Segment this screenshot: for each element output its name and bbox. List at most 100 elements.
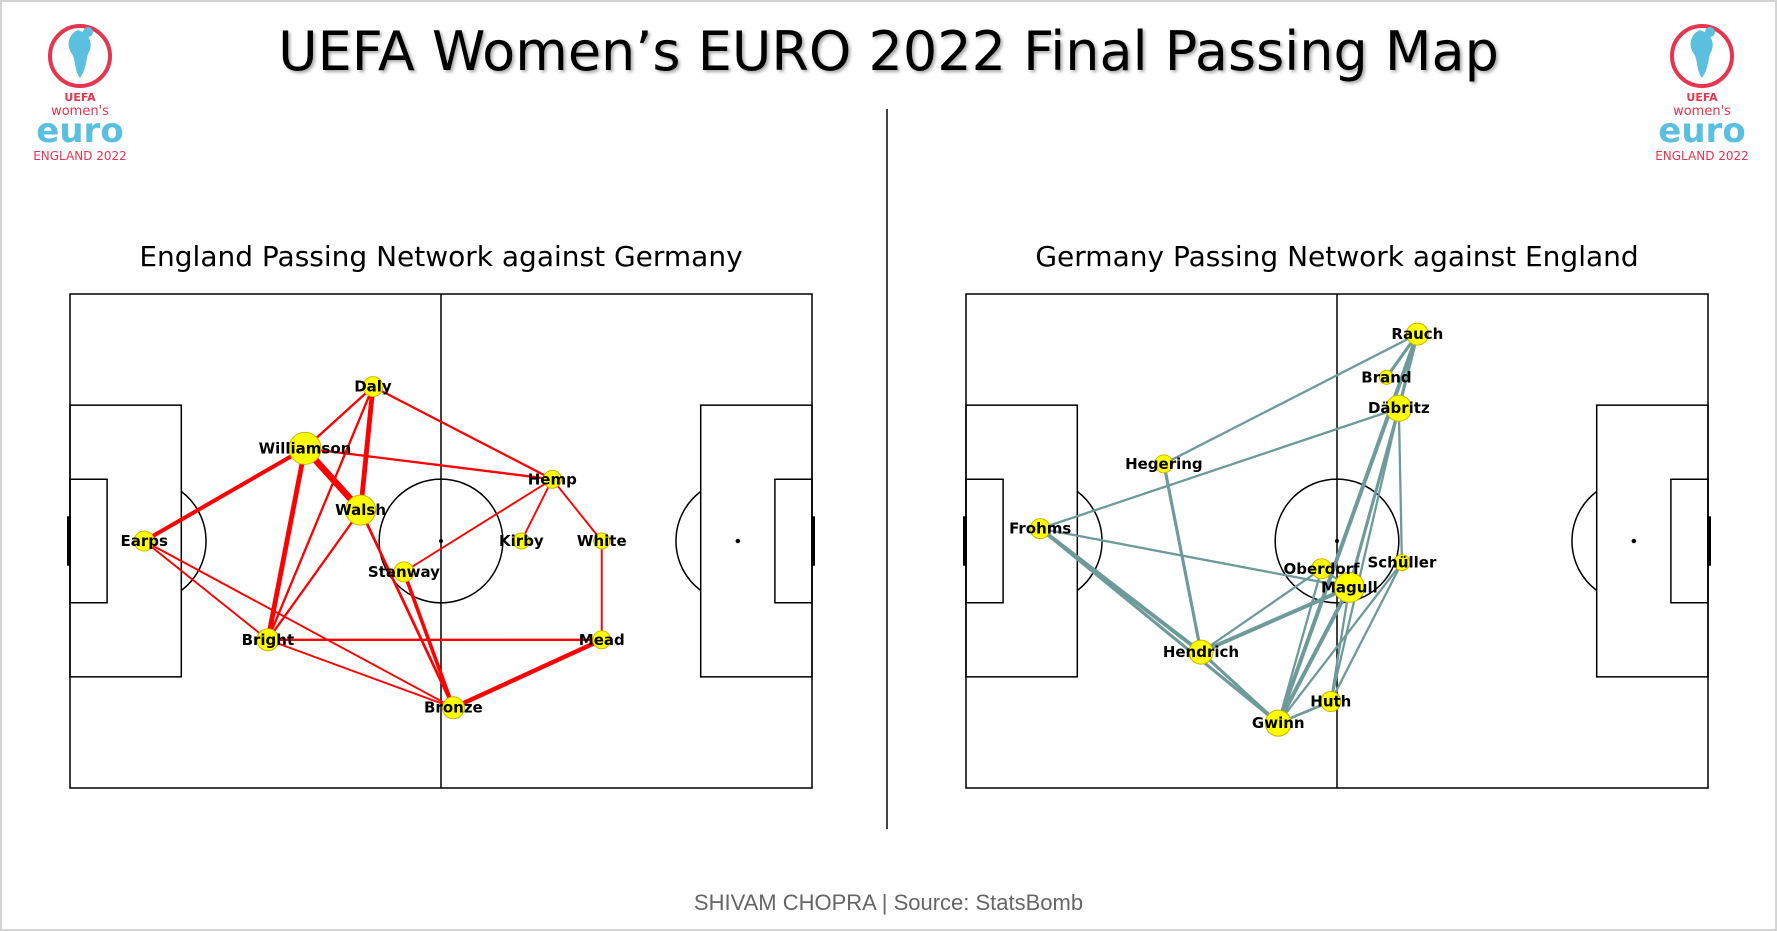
- player-node-hendrich: [1188, 639, 1214, 665]
- germany-network-title: Germany Passing Network against England: [1035, 240, 1639, 273]
- left-six-yard-box: [965, 478, 1004, 604]
- logo-ring-icon: [48, 24, 112, 88]
- player-label-hemp: Hemp: [528, 470, 577, 488]
- euro-2022-logo-left: UEFA women's euro ENGLAND 2022: [20, 16, 140, 166]
- player-node-hemp: [542, 469, 562, 489]
- player-label-earps: Earps: [120, 532, 168, 550]
- player-label-huth: Huth: [1310, 693, 1351, 711]
- page-title: UEFA Women’s EURO 2022 Final Passing Map: [278, 20, 1499, 83]
- player-node-bronze: [441, 696, 465, 720]
- player-label-brand: Brand: [1361, 368, 1411, 386]
- pass-edge-kirby-hemp: [520, 478, 554, 542]
- player-nodes: Earps Williamson Daly Walsh Hemp Stanway Kirby…: [120, 376, 627, 720]
- right-penalty-area: [699, 404, 813, 678]
- pass-edge-earps-bright: [143, 540, 269, 641]
- player-label-rauch: Rauch: [1391, 325, 1443, 343]
- pass-edge-bright-bronze: [266, 638, 455, 709]
- player-node-schüller: [1393, 554, 1411, 572]
- logo-womens-text: women's: [1673, 104, 1731, 119]
- pitch-markings: [963, 293, 1711, 789]
- center-spot: [439, 539, 443, 543]
- player-node-white: [593, 532, 611, 550]
- pass-edge-stanway-hemp: [402, 478, 554, 573]
- player-node-williamson: [288, 431, 322, 465]
- center-circle: [378, 478, 504, 604]
- panel-divider: [886, 109, 888, 829]
- germany-passing-network-chart: Rauch Brand Däbritz Hegering Frohms Oberdorf S…: [963, 293, 1711, 789]
- footer-credit: SHIVAM CHOPRA | Source: StatsBomb: [693, 890, 1084, 915]
- pass-edge-white-hemp: [551, 478, 603, 542]
- pass-edge-hendrich-magull: [1198, 585, 1352, 655]
- player-node-magull: [1333, 571, 1365, 603]
- player-label-kirby: Kirby: [499, 532, 544, 550]
- pass-edge-daly-walsh: [358, 384, 376, 513]
- right-six-yard-box: [774, 478, 813, 604]
- pass-edge-frohms-gwinn: [1038, 527, 1280, 725]
- pass-edge-daly-bright: [266, 385, 375, 641]
- player-label-gwinn: Gwinn: [1252, 714, 1305, 732]
- player-node-daly: [362, 376, 384, 398]
- player-node-brand: [1378, 369, 1394, 385]
- logo-england-text: ENGLAND 2022: [1655, 149, 1749, 163]
- pass-edge-gwinn-magull: [1276, 585, 1352, 726]
- right-six-yard-box: [1670, 478, 1709, 604]
- player-nodes: Rauch Brand Däbritz Hegering Frohms Oberdorf S…: [1009, 322, 1443, 737]
- pass-edge-hendrich-oberdorf: [1199, 567, 1323, 654]
- player-label-frohms: Frohms: [1009, 520, 1071, 538]
- pass-edges: [1038, 332, 1420, 726]
- logo-england-text: ENGLAND 2022: [33, 149, 127, 163]
- right-penalty-area: [1595, 404, 1709, 678]
- center-spot: [1335, 539, 1339, 543]
- pitch-markings: [67, 293, 815, 789]
- player-node-walsh: [345, 494, 377, 526]
- logo-figure-icon: [1690, 30, 1713, 78]
- player-label-white: White: [577, 532, 627, 550]
- player-node-earps: [133, 530, 155, 552]
- pass-edge-walsh-bright: [266, 508, 362, 641]
- player-label-schüller: Schüller: [1367, 554, 1437, 572]
- player-label-williamson: Williamson: [259, 439, 352, 457]
- pass-edge-hendrich-gwinn: [1199, 650, 1280, 725]
- player-node-mead: [592, 630, 612, 650]
- player-label-bright: Bright: [242, 631, 295, 649]
- pass-edge-hegering-hendrich: [1162, 462, 1203, 654]
- player-node-oberdorf: [1311, 558, 1333, 580]
- england-network-title: England Passing Network against Germany: [139, 240, 743, 273]
- euro-2022-logo-right: UEFA women's euro ENGLAND 2022: [1642, 16, 1762, 166]
- logo-euro-text: euro: [1658, 111, 1745, 151]
- player-node-bright: [256, 628, 280, 652]
- right-penalty-arc: [675, 490, 702, 592]
- pass-edge-williamson-bright: [265, 445, 308, 643]
- player-node-gwinn: [1264, 709, 1292, 737]
- right-penalty-spot: [1631, 538, 1637, 544]
- player-label-magull: Magull: [1321, 578, 1378, 596]
- logo-uefa-text: UEFA: [1686, 91, 1718, 104]
- pass-edge-däbritz-frohms: [1039, 407, 1400, 530]
- logo-uefa-text: UEFA: [64, 91, 96, 104]
- right-penalty-arc: [1571, 490, 1598, 592]
- player-label-däbritz: Däbritz: [1368, 399, 1430, 417]
- pass-edge-däbritz-huth: [1329, 407, 1400, 703]
- player-node-rauch: [1405, 322, 1429, 346]
- pass-edge-mead-bronze: [451, 637, 604, 710]
- logo-figure-icon: [68, 30, 91, 78]
- pass-edge-rauch-hegering: [1162, 332, 1419, 465]
- pass-edge-huth-schüller: [1329, 561, 1404, 703]
- pass-edge-huth-magull: [1329, 586, 1351, 703]
- player-node-huth: [1320, 691, 1342, 713]
- left-penalty-area: [965, 404, 1079, 678]
- player-label-hendrich: Hendrich: [1163, 643, 1239, 661]
- right-penalty-spot: [735, 538, 741, 544]
- player-label-hegering: Hegering: [1125, 455, 1203, 473]
- pass-edge-daly-hemp: [371, 385, 554, 481]
- player-label-oberdorf: Oberdorf: [1284, 560, 1360, 578]
- player-label-stanway: Stanway: [368, 563, 440, 581]
- pass-edge-däbritz-magull: [1347, 406, 1401, 589]
- player-label-mead: Mead: [579, 631, 625, 649]
- pass-edge-gwinn-oberdorf: [1277, 567, 1323, 725]
- england-passing-network-chart: Earps Williamson Daly Walsh Hemp Stanway Kirby…: [67, 293, 815, 789]
- player-node-kirby: [512, 532, 530, 550]
- logo-womens-text: women's: [51, 104, 109, 119]
- logo-ring-icon: [1670, 24, 1734, 88]
